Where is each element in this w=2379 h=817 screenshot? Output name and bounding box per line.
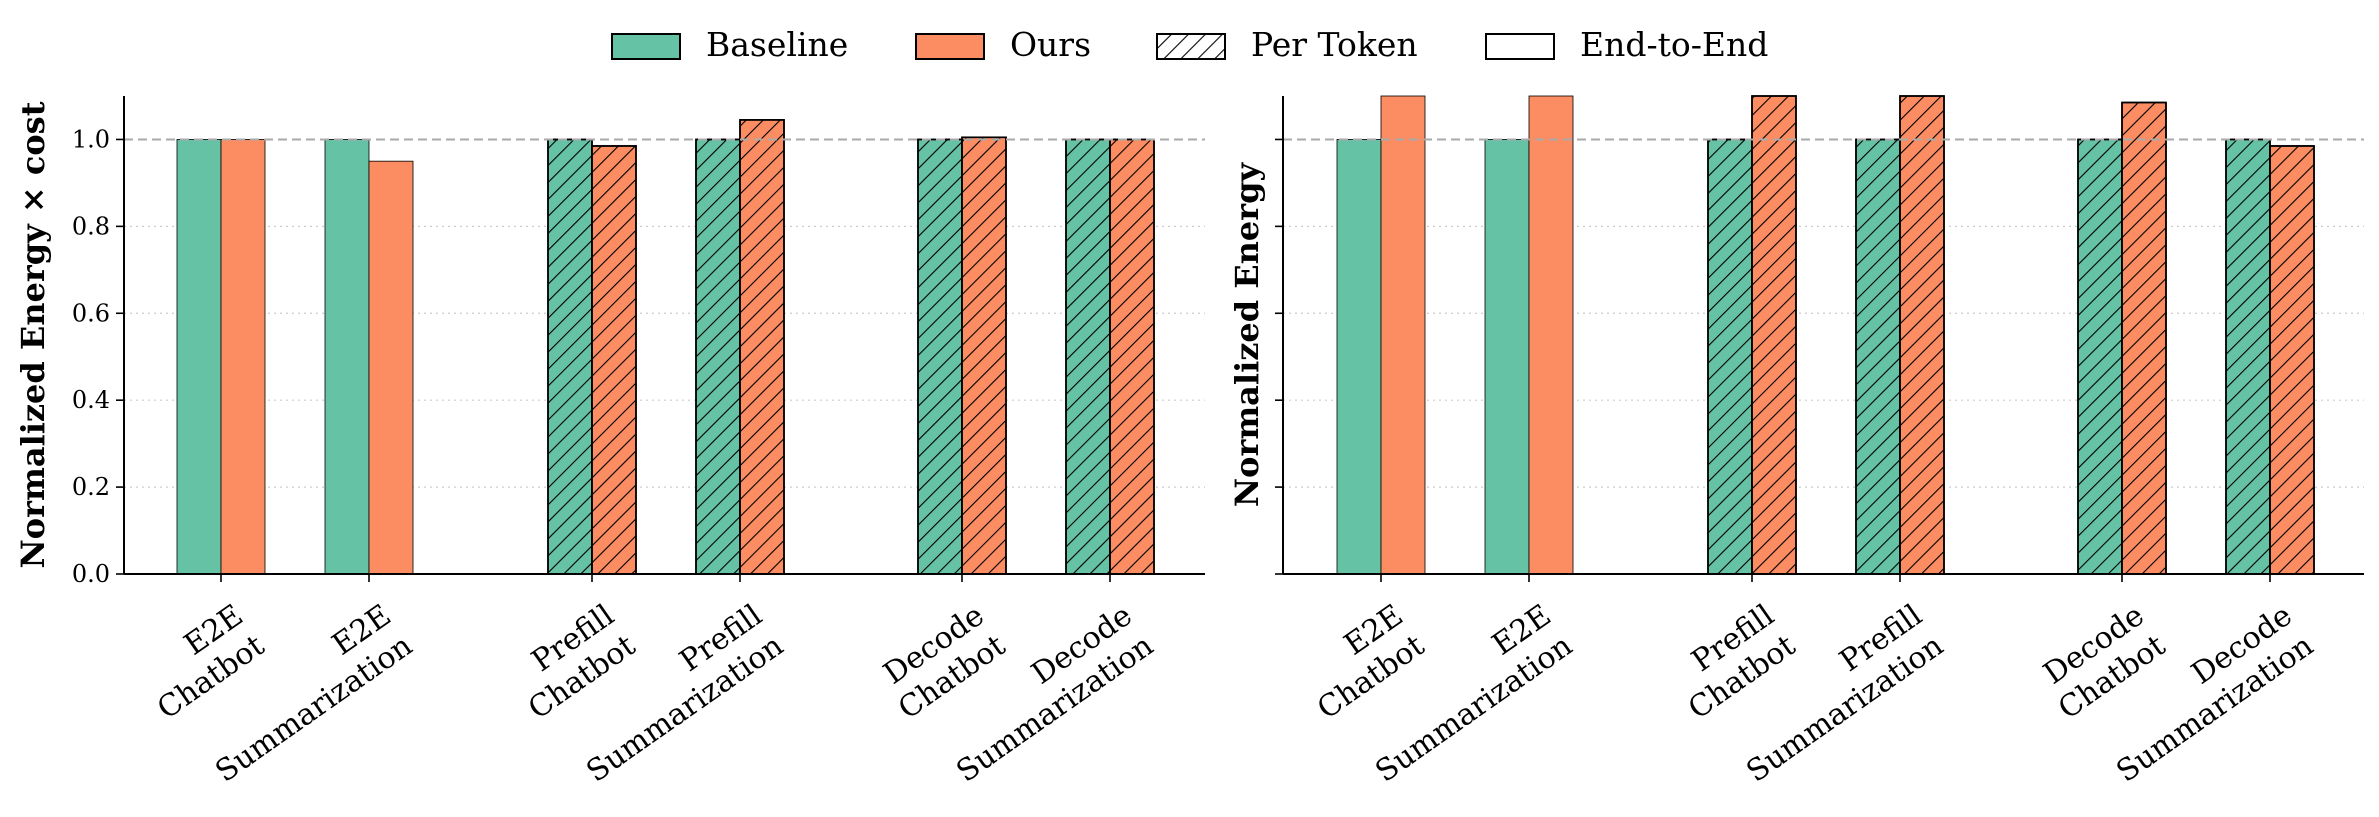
x-tick-label-prefill-chatbot: PrefillChatbot (501, 598, 642, 727)
bar-ours-e2e-chatbot (220, 139, 266, 575)
legend-item-end-to-end: End-to-End (1485, 25, 1768, 64)
legend-label-end-to-end: End-to-End (1580, 25, 1768, 64)
x-tick-label-prefill-chatbot: PrefillChatbot (1661, 598, 1802, 727)
bar-ours-prefill-summarization-hatch (1899, 95, 1945, 575)
bar-baseline-decode-chatbot-hatch (2077, 138, 2123, 575)
x-tick-label-e2e-chatbot: E2EChatbot (1290, 598, 1431, 727)
bar-baseline-e2e-summarization (324, 139, 370, 575)
x-tick-label-decode-chatbot: DecodeChatbot (2031, 598, 2172, 727)
y-tick-label: 0.2 (72, 473, 110, 501)
y-axis-label: Normalized Energy × cost (14, 101, 52, 568)
bar-ours-decode-chatbot-hatch (961, 136, 1007, 575)
legend-label-per-token: Per Token (1251, 25, 1418, 64)
bar-ours-prefill-chatbot-hatch (1751, 95, 1797, 575)
legend-swatch-end-to-end (1485, 33, 1555, 60)
bar-baseline-e2e-chatbot (1336, 139, 1382, 575)
bar-baseline-e2e-summarization (1484, 139, 1530, 575)
bar-ours-prefill-summarization-hatch (739, 119, 785, 575)
bar-baseline-prefill-chatbot-hatch (547, 138, 593, 575)
legend-label-ours: Ours (1010, 25, 1091, 64)
bar-baseline-prefill-summarization-hatch (695, 138, 741, 575)
bar-baseline-decode-summarization-hatch (2225, 138, 2271, 575)
bar-baseline-prefill-summarization-hatch (1855, 138, 1901, 575)
bar-ours-e2e-summarization (368, 160, 414, 575)
legend-hatch-per-token (1156, 33, 1226, 60)
y-axis-label: Normalized Energy (1228, 161, 1266, 507)
y-tick-label: 0.8 (72, 212, 110, 240)
legend-swatch-ours (915, 33, 985, 60)
y-tick-label: 0.0 (72, 560, 110, 588)
legend: Baseline Ours Per Token End-to-End (611, 25, 1768, 64)
bar-ours-decode-chatbot-hatch (2121, 101, 2167, 575)
x-tick-label-e2e-chatbot: E2EChatbot (130, 598, 271, 727)
bar-baseline-decode-summarization-hatch (1065, 138, 1111, 575)
bar-baseline-e2e-chatbot (176, 139, 222, 575)
bar-ours-decode-summarization-hatch (1109, 138, 1155, 575)
y-tick-label: 0.4 (72, 386, 110, 414)
bar-ours-prefill-chatbot-hatch (591, 145, 637, 575)
bar-ours-decode-summarization-hatch (2269, 145, 2315, 575)
x-tick-label-decode-chatbot: DecodeChatbot (871, 598, 1012, 727)
legend-label-baseline: Baseline (706, 25, 848, 64)
bar-ours-e2e-summarization (1528, 95, 1574, 575)
y-tick-label: 0.6 (72, 299, 110, 327)
bar-ours-e2e-chatbot (1380, 95, 1426, 575)
legend-item-ours: Ours (915, 25, 1091, 64)
bar-baseline-prefill-chatbot-hatch (1707, 138, 1753, 575)
legend-swatch-baseline (611, 33, 681, 60)
legend-item-baseline: Baseline (611, 25, 848, 64)
legend-item-per-token: Per Token (1156, 25, 1418, 64)
y-tick-label: 1.0 (72, 125, 110, 153)
right-panel: E2EChatbot E2ESummarization PrefillChatbot… (1228, 95, 2364, 790)
bar-baseline-decode-chatbot-hatch (917, 138, 963, 575)
